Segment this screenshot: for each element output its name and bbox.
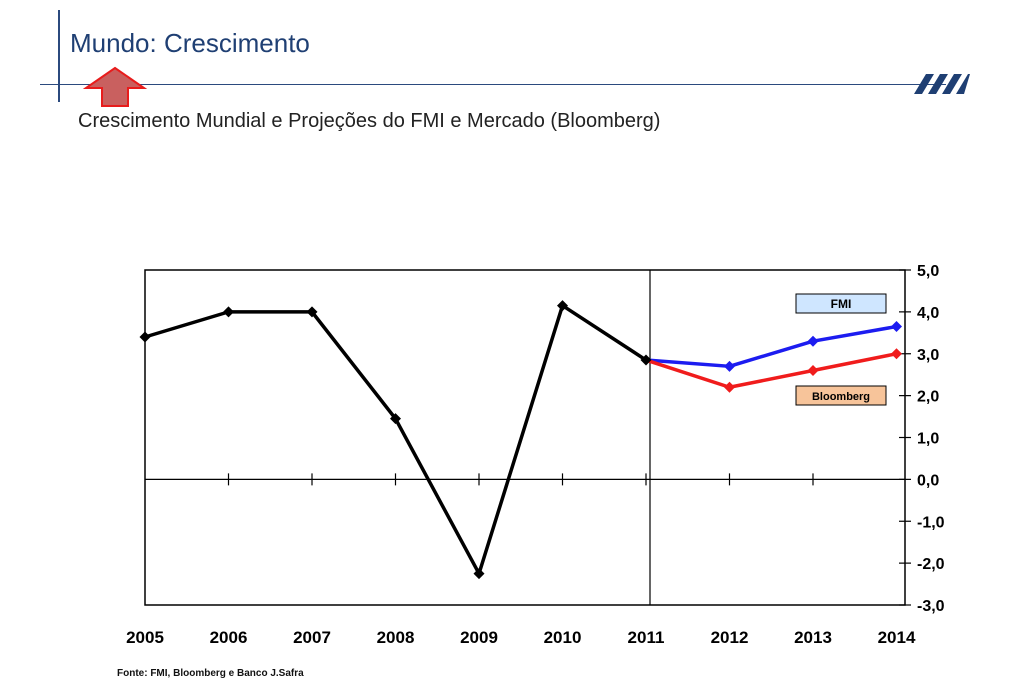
legend-fmi-label: FMI — [831, 297, 852, 311]
y-tick-label: -1,0 — [917, 514, 945, 531]
x-tick-label: 2006 — [210, 628, 248, 647]
up-arrow-icon — [82, 66, 148, 107]
safra-stripes-logo-icon — [914, 74, 970, 94]
data-point-bloomberg-2013 — [807, 365, 819, 376]
data-point-historico-2011 — [640, 354, 652, 366]
series-line-bloomberg — [645, 352, 897, 389]
data-point-fmi-2012 — [724, 360, 735, 372]
header-horizontal-rule — [40, 84, 946, 85]
x-tick-label: 2005 — [126, 628, 164, 647]
data-point-historico-2010 — [557, 300, 568, 312]
y-tick-label: -2,0 — [917, 556, 945, 573]
chart-subtitle: Crescimento Mundial e Projeções do FMI e… — [78, 110, 661, 132]
series-line-fmi — [645, 324, 897, 369]
x-tick-label: 2010 — [544, 628, 582, 647]
y-tick-label: 1,0 — [917, 431, 939, 448]
legend-bloomberg-box — [795, 385, 887, 406]
x-tick-label: 2014 — [878, 628, 916, 647]
header-vertical-rule — [58, 10, 60, 102]
data-point-historico-2008 — [390, 413, 401, 425]
data-point-historico-2009 — [473, 568, 485, 580]
data-point-historico-2006 — [223, 306, 234, 318]
x-tick-label: 2008 — [377, 628, 415, 647]
data-point-fmi-2014 — [891, 321, 902, 333]
data-point-bloomberg-2012 — [724, 381, 735, 393]
page-title: Mundo: Crescimento — [70, 28, 310, 58]
y-tick-label: 4,0 — [917, 305, 939, 322]
legend-fmi-box — [795, 293, 887, 314]
y-tick-label: 3,0 — [917, 347, 939, 364]
data-point-bloomberg-2014 — [891, 348, 902, 360]
legend-bloomberg-label: Bloomberg — [812, 391, 870, 403]
x-tick-label: 2012 — [711, 628, 749, 647]
source-note: Fonte: FMI, Bloomberg e Banco J.Safra — [117, 668, 304, 679]
y-tick-label: -3,0 — [917, 598, 945, 615]
data-point-historico-2007 — [306, 306, 318, 318]
y-tick-label: 5,0 — [917, 263, 939, 280]
data-point-historico-2005 — [139, 331, 151, 343]
x-tick-label: 2013 — [794, 628, 832, 647]
series-line-historico — [144, 303, 647, 576]
x-tick-label: 2011 — [628, 628, 665, 647]
x-tick-label: 2007 — [293, 628, 331, 647]
data-point-fmi-2013 — [807, 335, 819, 347]
x-tick-label: 2009 — [460, 628, 498, 647]
y-tick-label: 2,0 — [917, 389, 939, 406]
y-tick-label: 0,0 — [917, 472, 939, 489]
plot-area-frame — [144, 269, 906, 606]
